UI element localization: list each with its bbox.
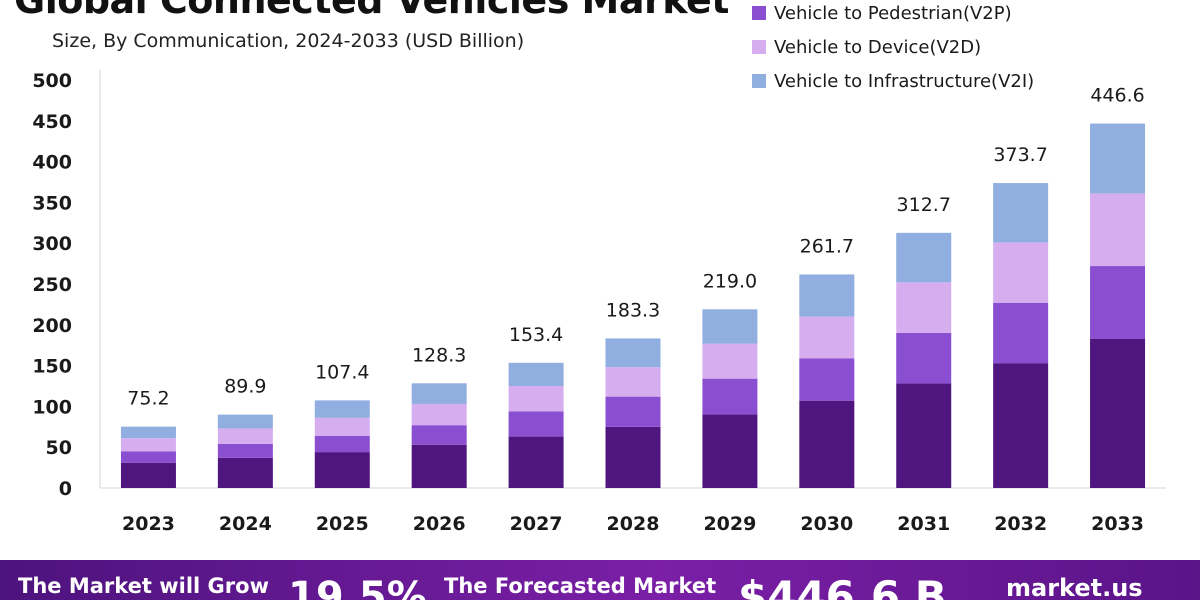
bar-segment-2033-s3 [1090, 123, 1146, 194]
footer-brand-logo: market.us [1006, 574, 1143, 600]
x-tick-label: 2033 [1091, 513, 1144, 535]
bar-segment-2032-s2 [993, 242, 1049, 303]
y-tick-label: 150 [32, 356, 72, 378]
bar-segment-2031-s1 [896, 332, 952, 384]
y-tick-label: 50 [46, 437, 72, 459]
legend-label-v2p: Vehicle to Pedestrian(V2P) [774, 2, 1012, 24]
bar-segment-2029-s1 [702, 378, 758, 415]
footer-banner: The Market will Grow 19.5% The Forecaste… [0, 560, 1200, 600]
x-tick-label: 2025 [316, 513, 369, 535]
legend: Vehicle to Pedestrian(V2P) Vehicle to De… [752, 0, 1034, 98]
bar-segment-2023-s0 [120, 462, 176, 488]
bar-segment-2024-s1 [217, 443, 273, 458]
bar-total-label: 183.3 [606, 299, 660, 321]
bar-total-label: 373.7 [993, 144, 1047, 166]
bar-total-label: 153.4 [509, 324, 563, 346]
bar-segment-2030-s2 [799, 316, 855, 359]
bar-segment-2029-s3 [702, 309, 758, 344]
x-tick-label: 2028 [607, 513, 660, 535]
bar-segment-2023-s2 [120, 438, 176, 452]
bar-segment-2023-s3 [120, 426, 176, 439]
bar-segment-2025-s3 [314, 400, 370, 418]
x-tick-label: 2024 [219, 513, 272, 535]
bar-segment-2031-s0 [896, 383, 952, 488]
bar-segment-2028-s1 [605, 396, 661, 427]
y-tick-label: 200 [32, 315, 72, 337]
bar-segment-2025-s0 [314, 452, 370, 488]
legend-item-v2p: Vehicle to Pedestrian(V2P) [752, 0, 1034, 30]
bar-total-label: 128.3 [412, 344, 466, 366]
footer-forecast-value: $446.6 B [738, 572, 947, 600]
bar-total-label: 89.9 [224, 376, 266, 398]
bar-segment-2027-s1 [508, 411, 564, 437]
bar-segment-2026-s2 [411, 403, 467, 426]
x-tick-label: 2023 [122, 513, 175, 535]
bar-segment-2032-s1 [993, 302, 1049, 364]
bar-chart: 0 50 100 150 200 250 300 350 400 450 500 75.2 2023 89… [32, 70, 1166, 535]
bar-segment-2027-s0 [508, 436, 564, 488]
legend-swatch-v2p [752, 6, 766, 20]
bar-segment-2027-s2 [508, 386, 564, 412]
bar-total-label: 312.7 [897, 194, 951, 216]
x-tick-label: 2030 [800, 513, 853, 535]
bar-segment-2033-s1 [1090, 266, 1146, 339]
x-tick-label: 2027 [510, 513, 563, 535]
chart-subtitle: Size, By Communication, 2024-2033 (USD B… [52, 30, 525, 52]
bar-segment-2025-s1 [314, 435, 370, 453]
bar-segment-2028-s0 [605, 426, 661, 488]
x-tick-label: 2026 [413, 513, 466, 535]
bar-total-label: 261.7 [800, 235, 854, 257]
bar-segment-2023-s1 [120, 451, 176, 463]
bar-segment-2024-s2 [217, 428, 273, 444]
bar-segment-2026-s1 [411, 425, 467, 445]
bar-segment-2030-s1 [799, 358, 855, 401]
chart-title: Global Connected Vehicles Market [14, 0, 729, 22]
bar-segment-2027-s3 [508, 362, 564, 386]
y-tick-label: 100 [32, 396, 72, 418]
x-tick-label: 2031 [897, 513, 950, 535]
x-tick-label: 2029 [703, 513, 756, 535]
bar-segment-2032-s0 [993, 363, 1049, 488]
y-tick-label: 250 [32, 274, 72, 296]
legend-item-v2i: Vehicle to Infrastructure(V2I) [752, 64, 1034, 98]
bar-segment-2031-s2 [896, 282, 952, 333]
bar-segment-2031-s3 [896, 232, 952, 283]
bar-segment-2033-s0 [1090, 338, 1146, 488]
legend-label-v2d: Vehicle to Device(V2D) [774, 36, 982, 58]
bar-total-label: 107.4 [315, 361, 369, 383]
y-tick-label: 300 [32, 233, 72, 255]
bar-total-label: 219.0 [703, 270, 757, 292]
bar-segment-2028-s3 [605, 338, 661, 368]
bar-segment-2033-s2 [1090, 193, 1146, 267]
bar-segment-2025-s2 [314, 417, 370, 436]
bar-segment-2026-s0 [411, 444, 467, 488]
y-tick-label: 400 [32, 152, 72, 174]
bar-segment-2026-s3 [411, 383, 467, 404]
y-tick-label: 500 [32, 70, 72, 92]
x-tick-label: 2032 [994, 513, 1047, 535]
legend-swatch-v2i [752, 74, 766, 88]
bar-total-label: 75.2 [127, 388, 169, 410]
bar-segment-2030-s0 [799, 400, 855, 488]
bar-segment-2024-s3 [217, 414, 273, 429]
bar-segment-2030-s3 [799, 274, 855, 317]
bar-segment-2032-s3 [993, 183, 1049, 243]
footer-cagr: 19.5% [288, 574, 427, 600]
footer-grow-text: The Market will Grow [18, 574, 269, 598]
bar-segment-2028-s2 [605, 367, 661, 397]
legend-swatch-v2d [752, 40, 766, 54]
legend-label-v2i: Vehicle to Infrastructure(V2I) [774, 70, 1035, 92]
bar-total-label: 446.6 [1090, 85, 1144, 107]
bar-segment-2024-s0 [217, 457, 273, 488]
footer-forecast-text: The Forecasted Market [444, 574, 717, 598]
y-tick-label: 450 [32, 111, 72, 133]
bar-segment-2029-s2 [702, 343, 758, 379]
legend-item-v2d: Vehicle to Device(V2D) [752, 30, 1034, 64]
y-tick-label: 0 [59, 478, 72, 500]
bar-segment-2029-s0 [702, 414, 758, 488]
y-tick-label: 350 [32, 192, 72, 214]
